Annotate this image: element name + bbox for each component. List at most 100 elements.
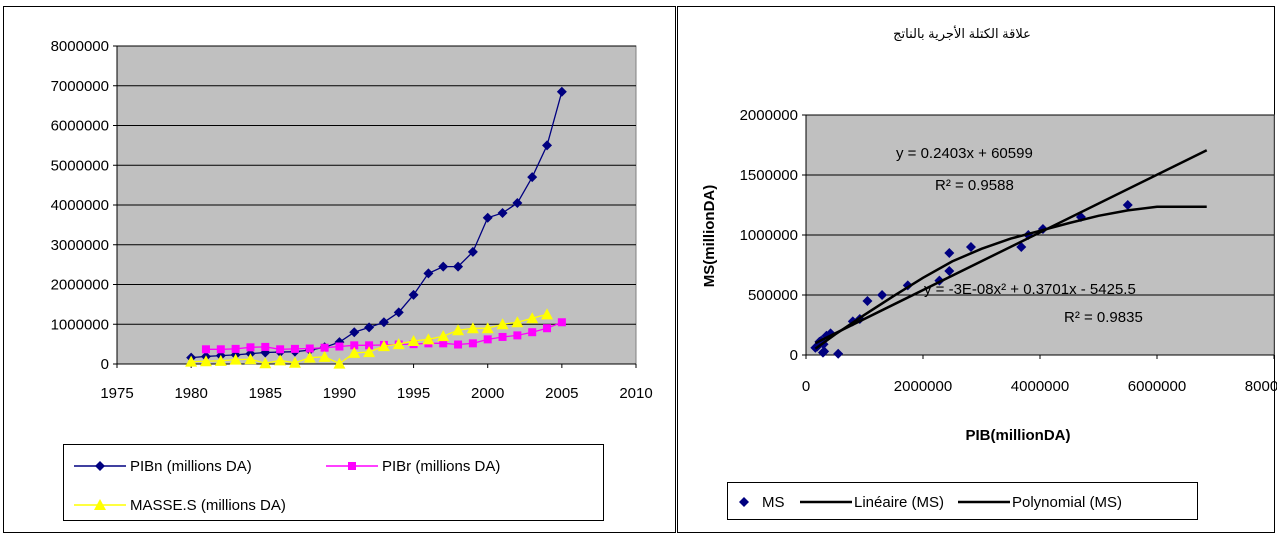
left-data-point [231, 344, 240, 353]
left-legend-label: PIBn (millions DA) [130, 458, 252, 475]
left-data-point [185, 355, 198, 367]
left-data-point [452, 324, 465, 336]
left-data-point [261, 342, 270, 351]
left-data-point [349, 327, 360, 338]
right-data-point [1122, 200, 1133, 210]
left-y-tick-label: 2000000 [51, 277, 109, 294]
right-data-point [1016, 242, 1027, 252]
left-data-point [481, 322, 494, 334]
right-legend-label: Polynomial (MS) [1012, 494, 1122, 511]
left-y-tick-label: 6000000 [51, 118, 109, 135]
left-data-point [466, 322, 479, 334]
right-data-point [944, 248, 955, 258]
left-y-tick-label: 5000000 [51, 157, 109, 174]
right-y-axis-label: MS(millionDA) [701, 185, 718, 288]
left-data-point [377, 340, 390, 352]
right-data-point [833, 348, 844, 359]
left-y-tick-label: 8000000 [51, 38, 109, 55]
left-data-point [407, 334, 420, 346]
left-data-point [483, 335, 492, 344]
right-trendline [814, 149, 1208, 345]
left-data-point [335, 342, 344, 351]
left-data-point [216, 345, 225, 354]
left-data-point [437, 330, 450, 342]
left-data-point [303, 351, 316, 363]
right-x-tick-label: 2000000 [894, 378, 952, 395]
left-x-tick-label: 1985 [249, 385, 282, 402]
left-data-point [378, 317, 389, 328]
right-x-axis-label: PIB(millionDA) [966, 427, 1071, 444]
polynomial-r2-label: R² = 0.9835 [1064, 309, 1143, 326]
left-line-chart: 0 1000000 2000000 3000000 4000000 5000000 6000… [51, 38, 653, 521]
right-x-tick-label: 6000000 [1128, 378, 1186, 395]
left-data-point [392, 338, 405, 350]
left-data-point [557, 318, 566, 327]
right-data-point [877, 290, 888, 300]
left-data-point [363, 346, 376, 358]
right-x-axis: 0 2000000 4000000 6000000 8000000 [802, 354, 1277, 395]
left-x-tick-label: 1990 [323, 385, 356, 402]
left-x-tick-label: 1995 [397, 385, 430, 402]
left-y-tick-label: 4000000 [51, 197, 109, 214]
left-x-tick-label: 2000 [471, 385, 504, 402]
left-legend-marker [94, 499, 106, 510]
left-data-point [290, 344, 299, 353]
left-x-tick-label: 1975 [100, 385, 133, 402]
left-data-point [348, 346, 361, 358]
left-data-point [288, 356, 301, 368]
right-y-tick-label: 2000000 [740, 107, 798, 124]
right-y-tick-label: 1500000 [740, 167, 798, 184]
left-legend-label: MASSE.S (millions DA) [130, 497, 286, 514]
left-data-point [214, 354, 227, 366]
left-data-point [408, 289, 419, 300]
right-series-group [810, 149, 1208, 359]
left-x-tick-label: 1980 [174, 385, 207, 402]
left-data-point [333, 357, 346, 369]
polynomial-equation-label: y = -3E-08x² + 0.3701x - 5425.5 [924, 281, 1136, 298]
right-x-tick-label: 0 [802, 378, 810, 395]
left-data-point [482, 212, 493, 223]
left-data-point [365, 341, 374, 350]
right-x-tick-label: 8000000 [1245, 378, 1277, 395]
left-data-point [438, 261, 449, 272]
left-data-point [526, 312, 539, 324]
right-data-point [862, 296, 873, 306]
left-legend-items: PIBn (millions DA) PIBr (millions DA) MASS… [74, 458, 500, 514]
right-x-tick-label: 4000000 [1011, 378, 1069, 395]
left-data-point [423, 268, 434, 279]
left-data-point [497, 207, 508, 218]
left-data-point [511, 316, 524, 328]
left-data-point [556, 86, 567, 97]
right-data-point [944, 266, 955, 276]
right-chart-title: علاقة الكتلة الأجرية بالناتج [893, 25, 1031, 42]
left-y-axis: 0 1000000 2000000 3000000 4000000 5000000 6000… [51, 38, 118, 373]
left-data-point [439, 339, 448, 348]
left-data-point [528, 328, 537, 337]
linear-equation-label: y = 0.2403x + 60599 [896, 145, 1033, 162]
right-data-point [965, 242, 976, 252]
left-data-point [229, 353, 242, 365]
left-data-point [259, 357, 272, 369]
left-legend-marker [95, 461, 105, 471]
right-data-point [819, 346, 830, 357]
left-series-group [185, 86, 567, 369]
right-y-tick-label: 0 [790, 347, 798, 364]
left-data-point [542, 140, 553, 151]
left-legend-label: PIBr (millions DA) [382, 458, 500, 475]
left-legend-marker [348, 462, 356, 470]
left-data-point [244, 353, 257, 365]
left-data-point [393, 307, 404, 318]
left-data-point [467, 246, 478, 257]
right-legend-marker [739, 497, 749, 507]
left-y-tick-label: 3000000 [51, 237, 109, 254]
left-data-point [318, 350, 331, 362]
left-y-tick-label: 7000000 [51, 78, 109, 95]
right-y-tick-label: 1000000 [740, 227, 798, 244]
left-x-axis: 1975 1980 1985 1990 1995 2000 2005 2010 [100, 363, 653, 402]
left-data-point [246, 343, 255, 352]
left-data-point [305, 344, 314, 353]
left-data-point [201, 345, 210, 354]
left-data-point [453, 261, 464, 272]
left-data-point [199, 355, 212, 367]
